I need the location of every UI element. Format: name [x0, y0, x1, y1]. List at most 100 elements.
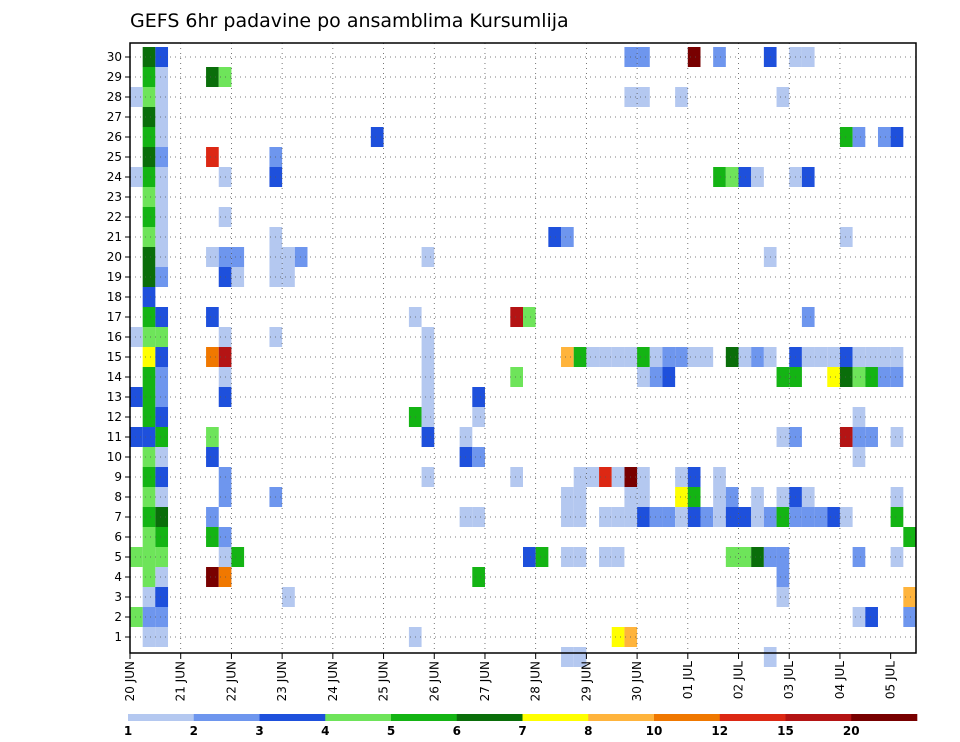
precip-cell — [142, 387, 156, 407]
precip-cell — [142, 327, 156, 347]
precip-cell — [865, 607, 878, 627]
precip-cell — [637, 347, 650, 367]
cells-layer — [130, 47, 916, 667]
y-tick-label: 17 — [107, 310, 122, 324]
y-tick-label: 21 — [107, 230, 122, 244]
precip-cell — [155, 227, 169, 247]
y-tick-label: 2 — [114, 610, 122, 624]
precip-cell — [776, 507, 790, 527]
precip-cell — [801, 347, 815, 367]
precip-cell — [801, 167, 815, 187]
precip-cell — [155, 607, 169, 627]
precip-cell — [421, 347, 435, 367]
precip-cell — [890, 547, 904, 567]
precip-cell — [649, 507, 663, 527]
y-tick-label: 1 — [114, 630, 122, 644]
precip-cell — [725, 347, 739, 367]
precip-cell — [282, 247, 295, 267]
precip-cell — [155, 427, 169, 447]
colorbar-label: 10 — [646, 724, 663, 738]
precip-cell — [142, 467, 156, 487]
precip-cell — [839, 127, 853, 147]
precip-cell — [852, 127, 866, 147]
precip-cell — [890, 507, 904, 527]
precip-cell — [510, 467, 523, 487]
precip-cell — [155, 167, 169, 187]
y-tick-label: 19 — [107, 270, 122, 284]
precip-cell — [472, 407, 485, 427]
precip-cell — [687, 507, 701, 527]
precip-cell — [155, 327, 169, 347]
precip-cell — [206, 447, 219, 467]
precip-cell — [561, 647, 574, 667]
precip-cell — [839, 227, 853, 247]
x-tick-label: 27 JUN — [478, 661, 492, 701]
precip-cell — [206, 307, 219, 327]
precip-cell — [852, 367, 866, 387]
precip-cell — [155, 127, 169, 147]
colorbar-swatch — [785, 714, 852, 721]
precip-cell — [206, 247, 219, 267]
colorbar: 1 2 3 4 5 6 7 8 10 12 15 20 — [124, 714, 918, 738]
precip-cell — [903, 527, 916, 547]
precip-cell — [142, 487, 156, 507]
precip-cell — [155, 187, 169, 207]
precip-cell — [206, 527, 219, 547]
precip-cell — [586, 347, 600, 367]
precip-cell — [206, 67, 219, 87]
y-tick-label: 20 — [107, 250, 122, 264]
precip-cell — [421, 407, 435, 427]
precip-cell — [155, 587, 169, 607]
y-tick-label: 8 — [114, 490, 122, 504]
precip-cell — [155, 487, 169, 507]
x-tick-label: 30 JUN — [630, 661, 644, 701]
precip-cell — [586, 467, 600, 487]
precip-cell — [776, 547, 790, 567]
precip-cell — [155, 527, 169, 547]
precip-cell — [206, 147, 219, 167]
precip-cell — [903, 607, 916, 627]
precip-cell — [611, 467, 625, 487]
precip-cell — [535, 547, 549, 567]
y-tick-label: 23 — [107, 190, 122, 204]
precip-cell — [700, 347, 714, 367]
colorbar-label: 5 — [387, 724, 395, 738]
precip-cell — [649, 347, 663, 367]
precip-cell — [713, 47, 726, 67]
y-tick-label: 18 — [107, 290, 122, 304]
precip-cell — [738, 507, 752, 527]
y-tick-label: 4 — [114, 570, 122, 584]
precip-cell — [130, 167, 143, 187]
precip-cell — [852, 607, 866, 627]
precip-cell — [801, 507, 815, 527]
precip-cell — [142, 127, 156, 147]
precip-cell — [421, 427, 435, 447]
colorbar-label: 4 — [321, 724, 329, 738]
precip-cell — [294, 247, 308, 267]
y-tick-label: 29 — [107, 70, 122, 84]
precip-cell — [751, 347, 764, 367]
precip-cell — [472, 507, 485, 527]
precip-cell — [637, 367, 650, 387]
precip-cell — [839, 367, 853, 387]
colorbar-swatch — [522, 714, 589, 721]
precip-cell — [776, 487, 790, 507]
precip-cell — [142, 547, 156, 567]
precip-cell — [877, 347, 891, 367]
precip-cell — [130, 387, 143, 407]
precip-cell — [142, 47, 156, 67]
precip-cell — [852, 407, 866, 427]
precip-cell — [231, 247, 245, 267]
precip-cell — [206, 567, 219, 587]
precip-cell — [687, 487, 701, 507]
precip-cell — [839, 347, 853, 367]
precip-cell — [611, 627, 625, 647]
colorbar-label: 6 — [453, 724, 461, 738]
precip-cell — [649, 367, 663, 387]
y-tick-label: 6 — [114, 530, 122, 544]
y-tick-label: 3 — [114, 590, 122, 604]
precip-cell — [890, 347, 904, 367]
x-axis: 20 JUN 21 JUN 22 JUN 23 JUN 24 JUN 25 JUN 26 J… — [123, 653, 898, 701]
precip-cell — [206, 427, 219, 447]
precip-cell — [637, 47, 650, 67]
